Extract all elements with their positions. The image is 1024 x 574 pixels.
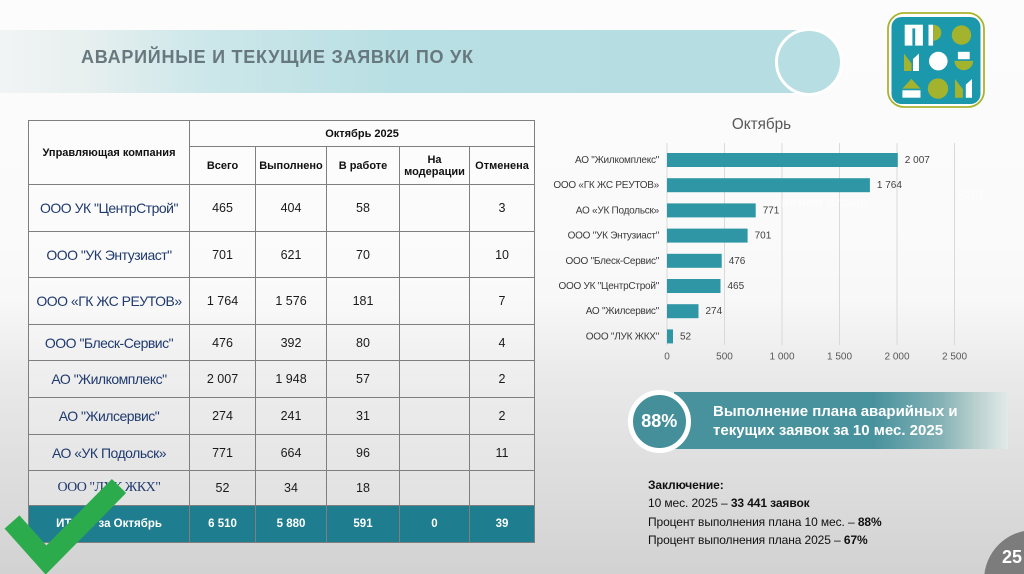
svg-text:0: 0 [664,352,670,363]
svg-text:ООО «ГК ЖС РЕУТОВ»: ООО «ГК ЖС РЕУТОВ» [553,180,659,191]
svg-text:ООО "ЛУК ЖКХ": ООО "ЛУК ЖКХ" [586,331,660,342]
svg-text:1 500: 1 500 [827,352,852,363]
svg-text:1 000: 1 000 [769,352,794,363]
svg-text:2 500: 2 500 [942,352,967,363]
svg-text:ООО "Блеск-Сервис": ООО "Блеск-Сервис" [565,256,659,267]
svg-text:52: 52 [680,331,692,342]
svg-text:880: 880 [957,188,984,205]
svg-text:274: 274 [706,306,723,317]
svg-text:АО "Жилсервис": АО "Жилсервис" [586,306,660,317]
svg-text:771: 771 [763,205,780,216]
svg-text:ООО УК "ЦентрСтрой": ООО УК "ЦентрСтрой" [558,281,659,292]
svg-text:2 000: 2 000 [884,352,909,363]
svg-text:701: 701 [755,231,772,242]
svg-text:1 764: 1 764 [877,180,902,191]
svg-text:2 007: 2 007 [905,155,930,166]
svg-text:ООО "УК Энтузиаст": ООО "УК Энтузиаст" [568,231,660,242]
svg-text:Октябрь: Октябрь [732,116,791,133]
svg-text:АО "Жилкомплекс": АО "Жилкомплекс" [575,155,660,166]
svg-text:476: 476 [729,256,746,267]
svg-text:465: 465 [728,281,745,292]
svg-text:АО «УК Подольск»: АО «УК Подольск» [576,205,660,216]
svg-text:нения плана: нения плана [781,194,868,210]
svg-text:500: 500 [716,352,733,363]
